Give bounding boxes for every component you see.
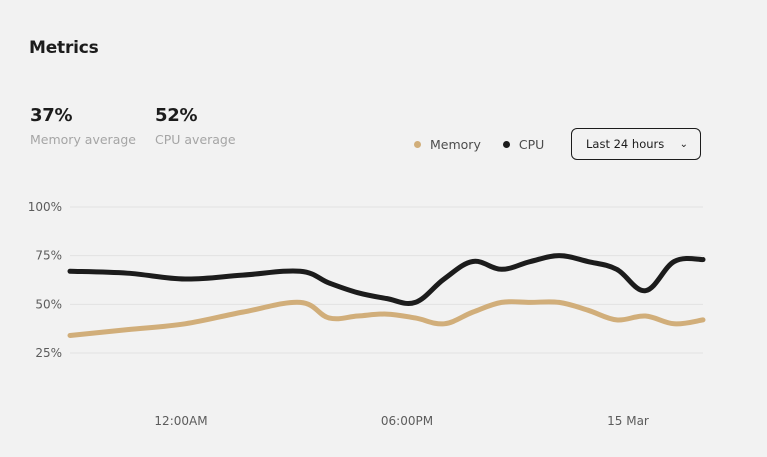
y-tick-label: 100%: [28, 200, 62, 214]
memory-average-stat: 37% Memory average: [30, 104, 136, 148]
memory-average-label: Memory average: [30, 132, 136, 147]
chevron-down-icon: ⌄: [679, 138, 688, 150]
x-tick-label: 15 Mar: [607, 414, 649, 428]
page-title: Metrics: [29, 38, 99, 58]
chart-legend: Memory CPU: [414, 137, 566, 152]
legend-item-cpu[interactable]: CPU: [502, 137, 545, 152]
cpu-dot-icon: [502, 141, 510, 148]
x-tick-label: 12:00AM: [154, 414, 207, 428]
memory-dot-icon: [414, 141, 421, 148]
series-line-memory: [67, 299, 706, 338]
legend-label-cpu: CPU: [518, 137, 545, 152]
memory-average-value: 37%: [30, 105, 73, 126]
cpu-average-value: 52%: [155, 105, 198, 126]
time-range-selected: Last 24 hours: [586, 137, 665, 151]
cpu-average-label: CPU average: [155, 132, 236, 147]
y-tick-label: 75%: [35, 249, 62, 263]
cpu-average-stat: 52% CPU average: [155, 104, 236, 148]
x-tick-label: 06:00PM: [381, 414, 433, 428]
time-range-dropdown[interactable]: Last 24 hours ⌄: [571, 128, 701, 160]
series-line-cpu: [67, 253, 706, 306]
y-tick-label: 50%: [35, 297, 62, 311]
y-tick-label: 25%: [35, 346, 62, 360]
legend-label-memory: Memory: [430, 137, 481, 152]
legend-item-memory[interactable]: Memory: [414, 137, 481, 152]
